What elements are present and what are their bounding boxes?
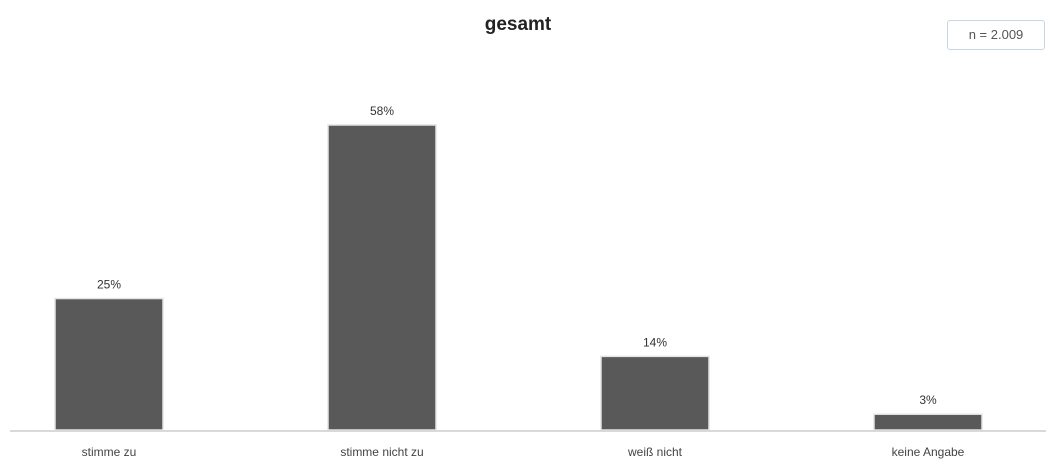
bar-value-label-4: 3% bbox=[919, 393, 937, 407]
category-label-4: keine Angabe bbox=[892, 445, 965, 459]
bar-2 bbox=[327, 124, 437, 431]
bar-1 bbox=[54, 297, 164, 431]
category-label-2: stimme nicht zu bbox=[340, 445, 423, 459]
bar-3 bbox=[600, 355, 710, 431]
labels-layer: 25% stimme zu 58% stimme nicht zu 14% weiß ni… bbox=[82, 104, 965, 459]
bar-value-label-2: 58% bbox=[370, 104, 394, 118]
category-label-3: weiß nicht bbox=[627, 445, 683, 459]
bar-4 bbox=[873, 413, 983, 431]
category-label-1: stimme zu bbox=[82, 445, 137, 459]
bars-layer bbox=[54, 124, 983, 431]
bar-value-label-1: 25% bbox=[97, 278, 121, 292]
chart-title: gesamt bbox=[484, 14, 552, 35]
bar-value-label-3: 14% bbox=[643, 335, 667, 349]
sample-size-badge: n = 2.009 bbox=[947, 20, 1045, 50]
